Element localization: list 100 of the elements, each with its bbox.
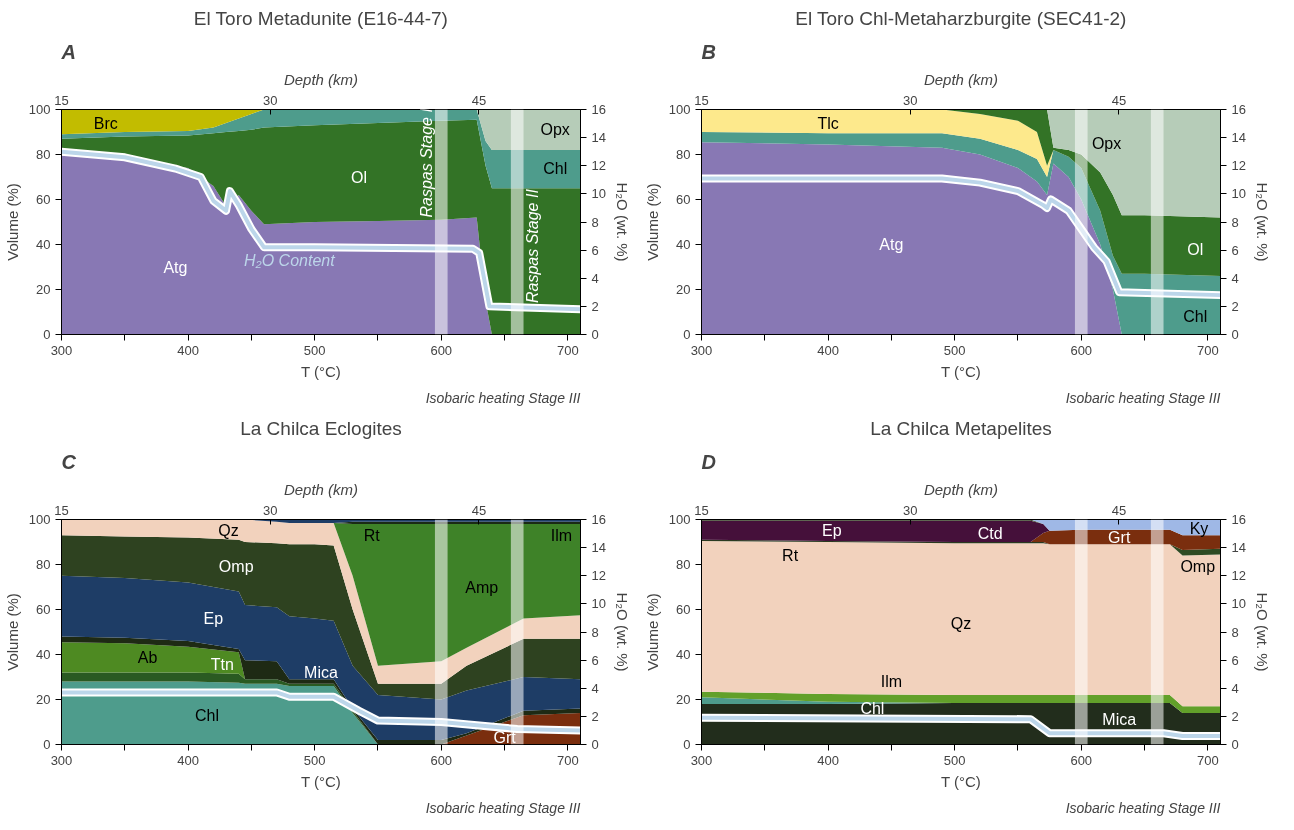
y2-axis-title: H₂O (wt. %) [1253, 592, 1271, 672]
y2-tick-label: 6 [1231, 242, 1239, 258]
y2-tick-label: 2 [591, 298, 599, 314]
y2-tick-label: 14 [591, 540, 606, 556]
y-tick-label: 100 [668, 102, 691, 117]
y-tick-label: 100 [28, 102, 51, 117]
chart-title: El Toro Chl-Metaharzburgite (SEC41-2) [795, 7, 1127, 29]
series-label: Ilm [550, 526, 573, 544]
series-label: Ttn [210, 656, 234, 674]
series-label: Rt [363, 526, 381, 544]
y2-tick-label: 14 [1231, 540, 1246, 556]
y-axis-title: Volume (%) [3, 593, 21, 671]
x-tick-label: 300 [690, 342, 713, 358]
y2-tick-label: 14 [1231, 130, 1246, 146]
y2-tick-label: 10 [1231, 596, 1246, 612]
series-label: Chl [1183, 308, 1208, 325]
x-tick-label: 700 [1197, 752, 1219, 768]
y2-tick-label: 14 [591, 130, 606, 146]
x2-tick-label: 15 [694, 92, 709, 108]
x2-axis-title: Depth (km) [283, 480, 359, 498]
series-label: Brc [93, 114, 118, 132]
series-label: Omp [1180, 558, 1216, 576]
y2-tick-label: 16 [1231, 102, 1246, 117]
text: Isobaric heating Stage III [425, 799, 581, 816]
y-tick-label: 60 [676, 192, 691, 207]
series-label: Amp [465, 578, 499, 596]
x2-axis-title: Depth (km) [283, 70, 359, 88]
y-tick-label: 20 [36, 282, 51, 297]
x-axis-title: T (°C) [300, 362, 341, 380]
y2-tick-label: 0 [1231, 737, 1239, 752]
y2-tick-label: 2 [591, 708, 599, 724]
series-label: Qz [218, 522, 239, 540]
series-label: Grt [1108, 529, 1131, 546]
y2-tick-label: 12 [1231, 568, 1246, 584]
x2-tick-label: 45 [471, 92, 487, 108]
y2-axis-title: H₂O (wt. %) [613, 182, 631, 262]
y2-tick-label: 10 [1231, 186, 1246, 202]
y2-tick-label: 10 [591, 186, 606, 202]
y-tick-label: 0 [683, 327, 691, 342]
y2-tick-label: 6 [591, 652, 599, 668]
x-tick-label: 300 [690, 752, 713, 768]
x-tick-label: 500 [943, 752, 966, 768]
y2-tick-label: 16 [591, 102, 606, 117]
y2-tick-label: 6 [591, 242, 599, 258]
y-tick-label: 80 [676, 147, 691, 162]
y-tick-label: 40 [36, 237, 51, 252]
series-label: Qz [950, 614, 972, 632]
series-label: Rt [782, 547, 799, 564]
y2-tick-label: 8 [591, 624, 599, 640]
y2-tick-label: 4 [591, 680, 599, 696]
x2-tick-label: 15 [54, 502, 69, 518]
series-label: Atg [879, 236, 904, 253]
x2-tick-label: 45 [1111, 92, 1127, 108]
series-label: H₂O Content [244, 252, 336, 270]
y-tick-label: 0 [43, 737, 51, 752]
series-label: Mica [1102, 711, 1137, 729]
y-tick-label: 80 [676, 557, 691, 572]
y2-tick-label: 8 [1231, 624, 1239, 640]
x2-tick-label: 15 [694, 502, 709, 518]
x2-axis-title: Depth (km) [923, 480, 999, 498]
y2-tick-label: 0 [1231, 327, 1239, 342]
y-tick-label: 20 [676, 692, 691, 707]
y2-tick-label: 2 [1231, 708, 1239, 724]
x-tick-label: 300 [50, 342, 73, 358]
y2-axis-title: H₂O (wt. %) [1253, 182, 1271, 262]
series-label: Ky [1189, 520, 1209, 537]
x-tick-label: 400 [177, 342, 199, 358]
y2-tick-label: 2 [1231, 298, 1239, 314]
x-tick-label: 400 [177, 752, 199, 768]
x-tick-label: 600 [430, 342, 453, 358]
chart-title: El Toro Metadunite (E16-44-7) [193, 7, 448, 29]
x2-tick-label: 15 [54, 92, 69, 108]
y2-tick-label: 16 [1231, 512, 1246, 527]
y-axis-title: Volume (%) [3, 183, 21, 261]
y2-tick-label: 12 [591, 568, 606, 584]
y2-tick-label: 10 [591, 596, 606, 612]
x-tick-label: 300 [50, 752, 73, 768]
y2-tick-label: 4 [1231, 680, 1239, 696]
y2-tick-label: 12 [591, 158, 606, 174]
y2-tick-label: 16 [591, 512, 606, 527]
x-tick-label: 700 [1197, 342, 1219, 358]
y2-tick-label: 8 [591, 214, 599, 230]
y-tick-label: 0 [683, 737, 691, 752]
x2-tick-label: 30 [262, 92, 278, 108]
y-axis-title: Volume (%) [643, 593, 661, 671]
y-tick-label: 40 [36, 647, 51, 662]
band-label: Raspas Stage II [523, 188, 541, 303]
series-label: Chl [860, 700, 885, 717]
series-label: Chl [195, 706, 220, 724]
y-tick-label: 60 [36, 602, 51, 617]
y2-tick-label: 0 [591, 737, 599, 752]
series-label: Ilm [880, 673, 903, 690]
y-tick-label: 100 [28, 512, 51, 527]
text: Isobaric heating Stage III [425, 389, 581, 406]
series-label: Ab [137, 649, 158, 667]
chart-title: La Chilca Eclogites [240, 417, 402, 439]
x-tick-label: 600 [1070, 752, 1093, 768]
x-tick-label: 400 [817, 752, 839, 768]
x2-tick-label: 30 [902, 92, 918, 108]
x-tick-label: 400 [817, 342, 839, 358]
